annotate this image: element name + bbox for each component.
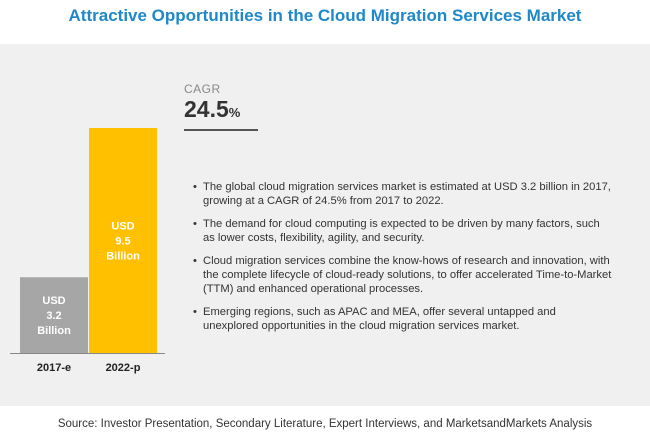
cagr-label: CAGR [184, 82, 221, 96]
cagr-box: CAGR 24.5% [184, 82, 240, 125]
bar-2022-p [89, 128, 157, 353]
bar-data-label: USD [42, 295, 65, 307]
bar-data-label: 3.2 [46, 310, 61, 322]
cagr-number: 24.5 [184, 96, 229, 122]
cagr-underline [184, 129, 258, 131]
bar-2017-e [20, 277, 88, 353]
key-point: The demand for cloud computing is expect… [193, 217, 613, 245]
chart-title: Attractive Opportunities in the Cloud Mi… [68, 6, 582, 25]
key-point: Emerging regions, such as APAC and MEA, … [193, 305, 613, 333]
cagr-value: 24.5% [184, 97, 240, 125]
key-point: The global cloud migration services mark… [193, 180, 613, 208]
cagr-unit: % [228, 105, 241, 120]
bar-data-label: Billion [37, 325, 71, 337]
bar-data-label: 9.5 [115, 236, 130, 248]
source-note: Source: Investor Presentation, Secondary… [57, 418, 593, 430]
bar-data-label: USD [111, 221, 134, 233]
key-point: Cloud migration services combine the kno… [193, 254, 613, 296]
key-points-list: The global cloud migration services mark… [193, 180, 613, 342]
bar-data-label: Billion [106, 251, 140, 263]
bar-chart: USD 3.2 Billion 2017-e USD 9.5 Billion 2022-p [10, 128, 165, 374]
x-tick-label: 2017-e [37, 362, 71, 374]
x-tick-label: 2022-p [106, 362, 141, 374]
